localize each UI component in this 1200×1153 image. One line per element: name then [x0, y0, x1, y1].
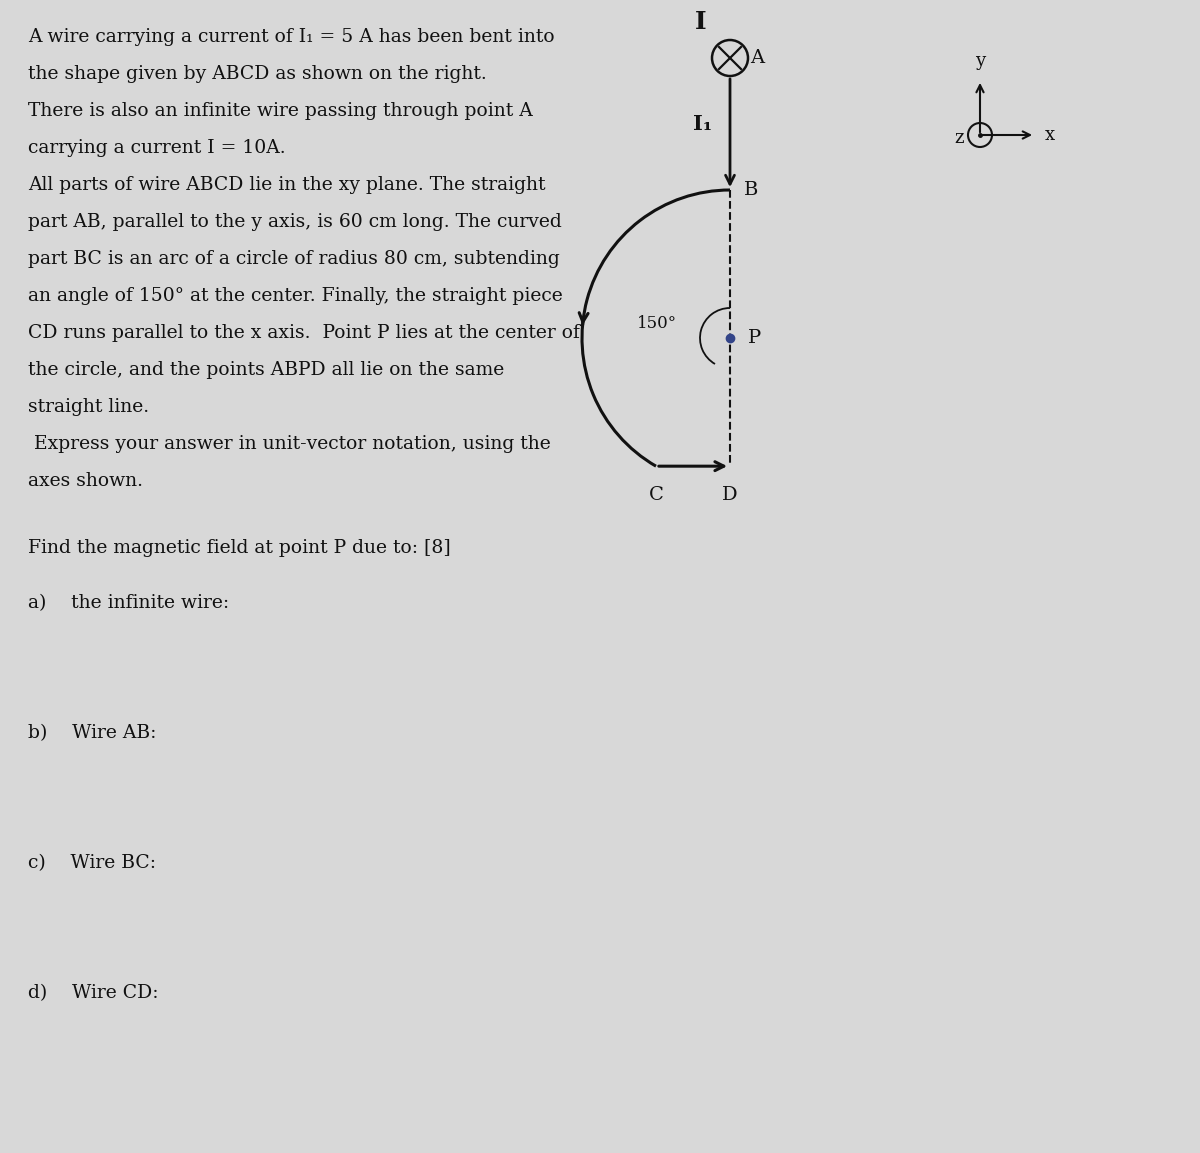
Text: an angle of 150° at the center. Finally, the straight piece: an angle of 150° at the center. Finally,…	[28, 287, 563, 306]
Text: straight line.: straight line.	[28, 398, 149, 416]
Text: part AB, parallel to the y axis, is 60 cm long. The curved: part AB, parallel to the y axis, is 60 c…	[28, 213, 562, 231]
Text: CD runs parallel to the x axis.  Point P lies at the center of: CD runs parallel to the x axis. Point P …	[28, 324, 580, 342]
Text: Express your answer in unit-vector notation, using the: Express your answer in unit-vector notat…	[28, 435, 551, 453]
Text: I: I	[695, 10, 707, 33]
Text: D: D	[722, 487, 738, 504]
Text: A wire carrying a current of I₁ = 5 A has been bent into: A wire carrying a current of I₁ = 5 A ha…	[28, 28, 554, 46]
Text: d)  Wire CD:: d) Wire CD:	[28, 984, 158, 1002]
Text: carrying a current I = 10A.: carrying a current I = 10A.	[28, 140, 286, 157]
Text: the shape given by ABCD as shown on the right.: the shape given by ABCD as shown on the …	[28, 65, 487, 83]
Text: part BC is an arc of a circle of radius 80 cm, subtending: part BC is an arc of a circle of radius …	[28, 250, 559, 267]
Text: A: A	[750, 48, 764, 67]
Text: There is also an infinite wire passing through point A: There is also an infinite wire passing t…	[28, 101, 533, 120]
Text: Find the magnetic field at point P due to: [8]: Find the magnetic field at point P due t…	[28, 538, 451, 557]
Text: b)  Wire AB:: b) Wire AB:	[28, 724, 156, 743]
Text: a)  the infinite wire:: a) the infinite wire:	[28, 594, 229, 612]
Text: z: z	[954, 129, 964, 146]
Text: y: y	[974, 52, 985, 70]
Text: I₁: I₁	[692, 114, 712, 134]
Text: axes shown.: axes shown.	[28, 472, 143, 490]
Text: All parts of wire ABCD lie in the xy plane. The straight: All parts of wire ABCD lie in the xy pla…	[28, 176, 546, 194]
Text: c)  Wire BC:: c) Wire BC:	[28, 854, 156, 872]
Text: C: C	[648, 487, 664, 504]
Text: B: B	[744, 181, 758, 199]
Text: P: P	[748, 329, 761, 347]
Text: x: x	[1045, 126, 1055, 144]
Text: 150°: 150°	[637, 315, 677, 332]
Text: the circle, and the points ABPD all lie on the same: the circle, and the points ABPD all lie …	[28, 361, 504, 379]
